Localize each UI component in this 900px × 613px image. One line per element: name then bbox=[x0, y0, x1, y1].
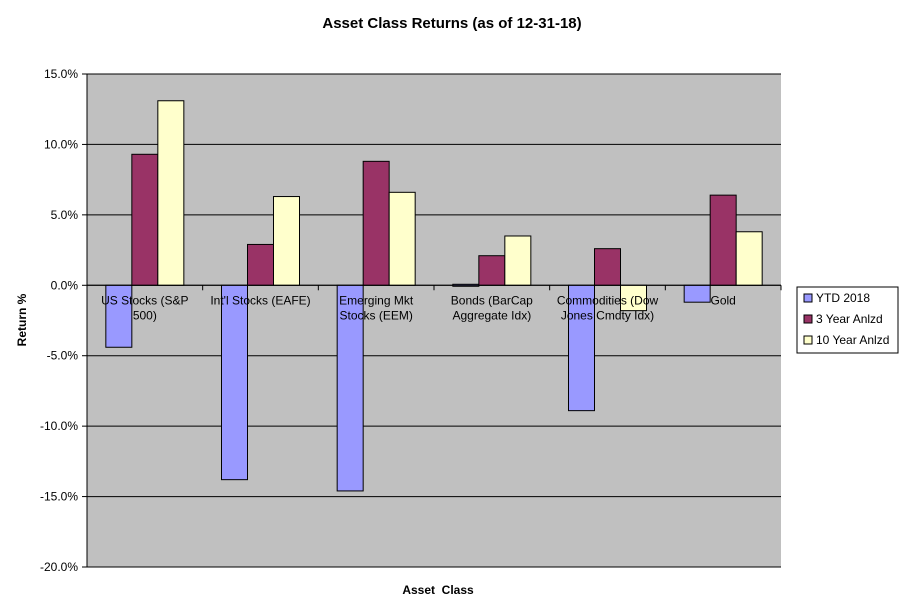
y-axis-label: Return % bbox=[15, 293, 29, 346]
y-tick-label: 5.0% bbox=[51, 208, 79, 222]
bar bbox=[709, 194, 737, 286]
category-label: Bonds (BarCap Aggregate Idx) bbox=[451, 293, 533, 322]
bar bbox=[504, 235, 532, 286]
y-tick-label: -5.0% bbox=[47, 349, 79, 363]
y-tick-label: 15.0% bbox=[44, 67, 78, 81]
bar bbox=[336, 284, 364, 492]
category-label: Gold bbox=[710, 293, 735, 307]
legend-label: 10 Year Anlzd bbox=[816, 333, 889, 347]
category-label: Emerging Mkt Stocks (EEM) bbox=[339, 293, 414, 322]
y-axis: 15.0% 10.0% 5.0% 0.0% -5.0% -10.0% -15.0% -20.0… bbox=[40, 67, 87, 574]
legend-swatch bbox=[803, 293, 813, 303]
bar bbox=[568, 284, 595, 412]
legend-swatch bbox=[803, 314, 813, 324]
legend-box bbox=[796, 286, 899, 354]
bar bbox=[478, 255, 506, 286]
bar bbox=[247, 243, 274, 286]
legend-swatch bbox=[803, 335, 813, 345]
bar bbox=[388, 191, 416, 286]
plot-area bbox=[87, 74, 781, 567]
category-label: Commodities (Dow Jones Cmdty Idx) bbox=[557, 293, 659, 322]
x-axis-label: Asset Class bbox=[402, 583, 474, 597]
bar bbox=[594, 248, 621, 286]
category-label: Int'l Stocks (EAFE) bbox=[210, 293, 310, 307]
y-tick-label: -10.0% bbox=[40, 419, 78, 433]
y-tick-label: 0.0% bbox=[51, 278, 79, 292]
bars bbox=[86, 100, 782, 492]
bar bbox=[157, 100, 185, 286]
legend: YTD 2018 3 Year Anlzd 10 Year Anlzd bbox=[796, 286, 899, 354]
bar bbox=[273, 196, 300, 286]
bar bbox=[105, 284, 133, 348]
legend-label: YTD 2018 bbox=[816, 291, 870, 305]
y-tick-label: 10.0% bbox=[44, 137, 78, 151]
bar bbox=[683, 284, 711, 303]
y-tick-label: -15.0% bbox=[40, 490, 78, 504]
category-label: US Stocks (S&P 500) bbox=[101, 293, 188, 322]
chart-title: Asset Class Returns (as of 12-31-18) bbox=[322, 15, 581, 32]
bar bbox=[131, 153, 159, 286]
bar bbox=[362, 160, 390, 286]
bar bbox=[221, 284, 248, 481]
x-axis-categories: US Stocks (S&P 500) Int'l Stocks (EAFE) Eme… bbox=[101, 293, 736, 322]
y-tick-label: -20.0% bbox=[40, 560, 78, 574]
bar bbox=[735, 231, 763, 286]
legend-label: 3 Year Anlzd bbox=[816, 312, 883, 326]
